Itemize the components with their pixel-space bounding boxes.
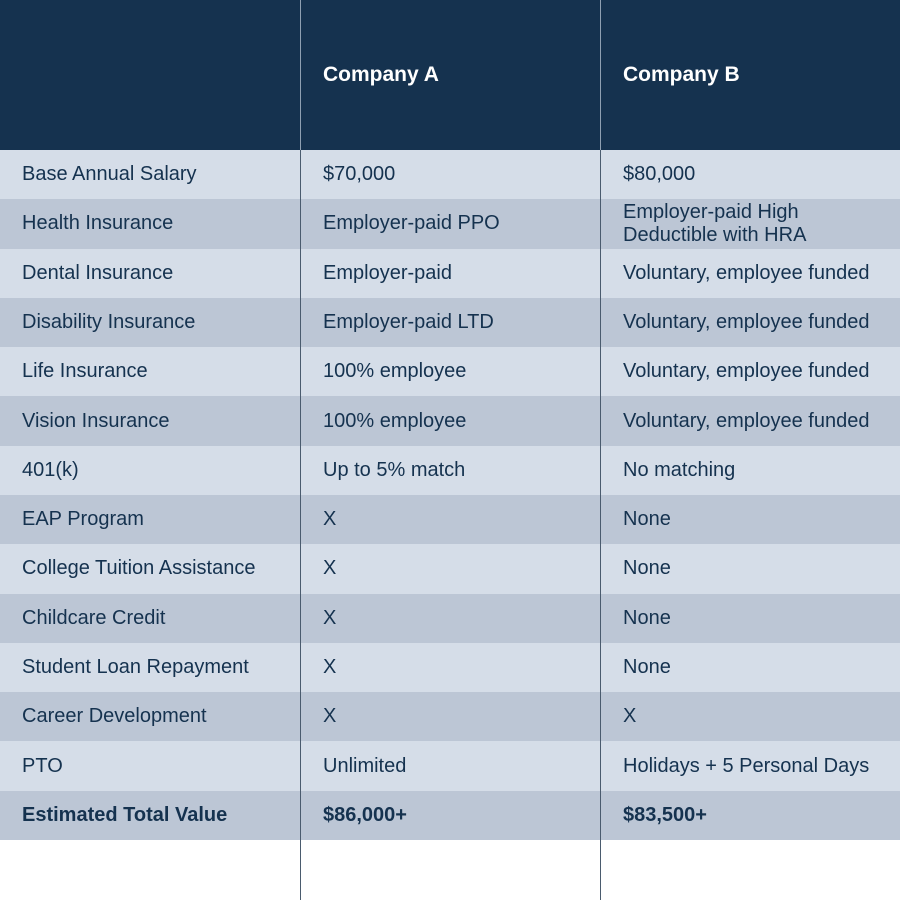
row-value-a: $70,000 — [300, 150, 600, 199]
row-value-b: None — [600, 495, 900, 544]
row-label: Base Annual Salary — [0, 150, 300, 199]
row-value-b: X — [600, 692, 900, 741]
row-value-a: X — [300, 594, 600, 643]
row-value-a: 100% employee — [300, 347, 600, 396]
table-row: Student Loan RepaymentXNone — [0, 643, 900, 692]
header-company-a: Company A — [300, 0, 600, 150]
table-row: Childcare Credit XNone — [0, 594, 900, 643]
table-row: 401(k)Up to 5% matchNo matching — [0, 446, 900, 495]
table-row: Disability InsuranceEmployer-paid LTDVol… — [0, 298, 900, 347]
row-value-b: Employer-paid High Deductible with HRA — [600, 199, 900, 248]
row-value-b: Voluntary, employee funded — [600, 396, 900, 445]
row-value-b: None — [600, 544, 900, 593]
row-value-a: Employer-paid — [300, 249, 600, 298]
row-label: 401(k) — [0, 446, 300, 495]
row-value-b: No matching — [600, 446, 900, 495]
table-row: Health InsuranceEmployer-paid PPOEmploye… — [0, 199, 900, 248]
table-row: Vision Insurance100% employeeVoluntary, … — [0, 396, 900, 445]
row-label: Career Development — [0, 692, 300, 741]
table-row: Base Annual Salary$70,000$80,000 — [0, 150, 900, 199]
table-row: Dental InsuranceEmployer-paidVoluntary, … — [0, 249, 900, 298]
row-value-b: $80,000 — [600, 150, 900, 199]
row-label: PTO — [0, 741, 300, 790]
row-value-b: None — [600, 594, 900, 643]
row-label: EAP Program — [0, 495, 300, 544]
row-value-b: Holidays + 5 Personal Days — [600, 741, 900, 790]
row-value-b: Voluntary, employee funded — [600, 249, 900, 298]
row-label: Student Loan Repayment — [0, 643, 300, 692]
row-value-b: Voluntary, employee funded — [600, 347, 900, 396]
row-label: Life Insurance — [0, 347, 300, 396]
row-label: Dental Insurance — [0, 249, 300, 298]
comparison-table: Company A Company B Base Annual Salary$7… — [0, 0, 900, 900]
table-row: EAP ProgramXNone — [0, 495, 900, 544]
row-value-a: $86,000+ — [300, 791, 600, 840]
row-value-a: Employer-paid LTD — [300, 298, 600, 347]
row-value-a: X — [300, 643, 600, 692]
table-row: Life Insurance100% employeeVoluntary, em… — [0, 347, 900, 396]
row-value-a: X — [300, 692, 600, 741]
table-row: Estimated Total Value$86,000+$83,500+ — [0, 791, 900, 840]
row-label: Childcare Credit — [0, 594, 300, 643]
table-header-row: Company A Company B — [0, 0, 900, 150]
row-value-b: $83,500+ — [600, 791, 900, 840]
table-body: Base Annual Salary$70,000$80,000Health I… — [0, 150, 900, 840]
header-company-b: Company B — [600, 0, 900, 150]
row-label: Disability Insurance — [0, 298, 300, 347]
row-label: Estimated Total Value — [0, 791, 300, 840]
row-label: Health Insurance — [0, 199, 300, 248]
row-value-a: X — [300, 544, 600, 593]
row-value-a: 100% employee — [300, 396, 600, 445]
table-row: College Tuition AssistanceXNone — [0, 544, 900, 593]
row-value-a: Employer-paid PPO — [300, 199, 600, 248]
table-row: Career DevelopmentXX — [0, 692, 900, 741]
row-value-a: Unlimited — [300, 741, 600, 790]
table-row: PTOUnlimitedHolidays + 5 Personal Days — [0, 741, 900, 790]
row-label: College Tuition Assistance — [0, 544, 300, 593]
row-label: Vision Insurance — [0, 396, 300, 445]
row-value-b: Voluntary, employee funded — [600, 298, 900, 347]
row-value-a: X — [300, 495, 600, 544]
row-value-a: Up to 5% match — [300, 446, 600, 495]
row-value-b: None — [600, 643, 900, 692]
table-footer-spacer — [0, 840, 900, 900]
